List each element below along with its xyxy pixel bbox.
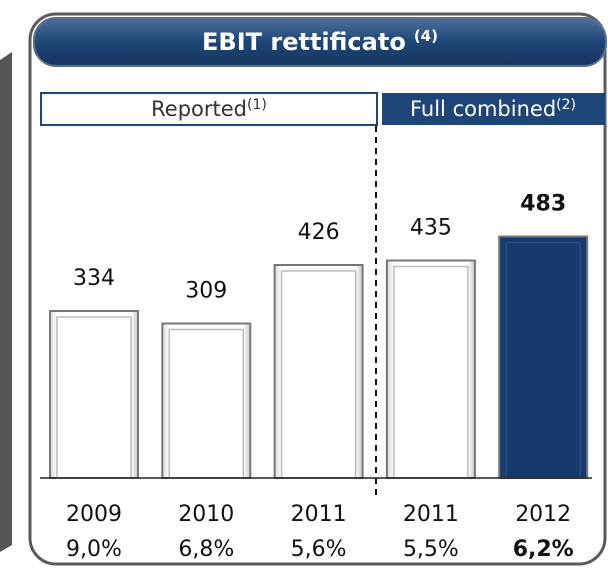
x-tick-label: 2012 xyxy=(515,502,571,527)
margin-label: 5,6% xyxy=(291,537,347,562)
x-tick-label: 2011 xyxy=(291,502,347,527)
group-box xyxy=(382,93,605,125)
margin-label: 6,2% xyxy=(513,537,574,562)
bar xyxy=(385,259,476,479)
x-tick-label: 2010 xyxy=(178,502,234,527)
group-note: (1) xyxy=(247,97,267,113)
bar xyxy=(273,264,364,479)
group-text: Full combined xyxy=(410,97,556,121)
bar xyxy=(498,235,589,479)
value-label: 426 xyxy=(298,220,340,245)
chart-title: EBIT rettificato (4) xyxy=(202,27,438,57)
margin-label: 5,5% xyxy=(403,537,459,562)
group-label: Full combined(2) xyxy=(410,97,576,121)
value-label: 483 xyxy=(520,192,566,217)
title-text: EBIT rettificato xyxy=(202,28,406,56)
side-edge xyxy=(0,52,12,552)
group-box xyxy=(40,92,378,126)
value-label: 334 xyxy=(73,266,115,291)
margin-label: 6,8% xyxy=(178,537,234,562)
bar xyxy=(161,322,252,479)
group-text: Reported xyxy=(151,97,247,121)
x-tick-label: 2009 xyxy=(66,502,122,527)
value-label: 435 xyxy=(410,216,452,241)
group-label: Reported(1) xyxy=(151,97,267,121)
bar xyxy=(49,310,139,479)
title-note: (4) xyxy=(414,27,438,45)
margin-label: 9,0% xyxy=(66,537,122,562)
value-label: 309 xyxy=(185,279,227,304)
group-note: (2) xyxy=(556,97,576,113)
x-tick-label: 2011 xyxy=(403,502,459,527)
title-bar xyxy=(33,17,607,67)
